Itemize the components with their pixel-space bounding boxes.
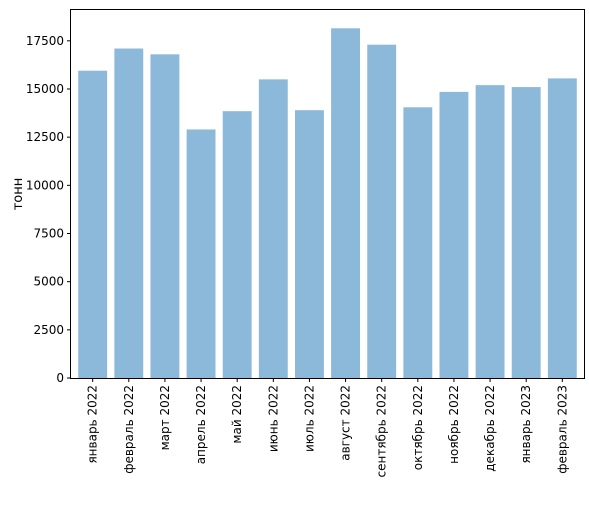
bar-7 — [331, 28, 361, 379]
bar-1 — [114, 48, 144, 378]
bar-2 — [150, 54, 180, 379]
x-axis: январь 2022 февраль 2022 март 2022 апрель 2… — [86, 378, 569, 477]
y-tick-label: 17500 — [26, 34, 64, 48]
bars-group — [78, 28, 577, 379]
bar-4 — [222, 111, 252, 379]
y-tick-label: 5000 — [33, 275, 64, 289]
x-tick-label: март 2022 — [158, 385, 172, 450]
x-tick-label: апрель 2022 — [194, 385, 208, 464]
bar-0 — [78, 70, 108, 378]
bar-6 — [294, 110, 324, 378]
y-tick-label: 2500 — [33, 323, 64, 337]
y-tick-label: 12500 — [26, 130, 64, 144]
x-tick-label: сентябрь 2022 — [375, 385, 389, 477]
bar-8 — [367, 44, 397, 379]
x-tick-label: август 2022 — [339, 385, 353, 461]
y-tick-label: 15000 — [26, 82, 64, 96]
bar-11 — [475, 85, 505, 378]
y-tick-label: 0 — [56, 371, 64, 385]
x-tick-label: июнь 2022 — [266, 385, 280, 452]
bar-3 — [186, 129, 216, 378]
x-tick-label: ноябрь 2022 — [447, 385, 461, 464]
x-tick-label: февраль 2023 — [555, 385, 569, 474]
bar-12 — [511, 87, 541, 378]
y-axis: 0 2500 5000 7500 10000 12500 15000 17500 — [26, 34, 71, 385]
x-tick-label: октябрь 2022 — [411, 385, 425, 470]
x-tick-label: декабрь 2022 — [483, 385, 497, 472]
bar-13 — [547, 78, 577, 379]
bar-5 — [258, 79, 288, 379]
bar-10 — [439, 91, 469, 378]
x-tick-label: февраль 2022 — [122, 385, 136, 474]
bar-9 — [403, 107, 433, 379]
x-tick-label: январь 2022 — [86, 385, 100, 464]
y-axis-label: тонн — [11, 178, 26, 211]
x-tick-label: январь 2023 — [519, 385, 533, 464]
y-tick-label: 7500 — [33, 226, 64, 240]
y-tick-label: 10000 — [26, 178, 64, 192]
x-tick-label: май 2022 — [230, 385, 244, 444]
plot-frame — [70, 9, 585, 379]
x-tick-label: июль 2022 — [302, 385, 316, 452]
